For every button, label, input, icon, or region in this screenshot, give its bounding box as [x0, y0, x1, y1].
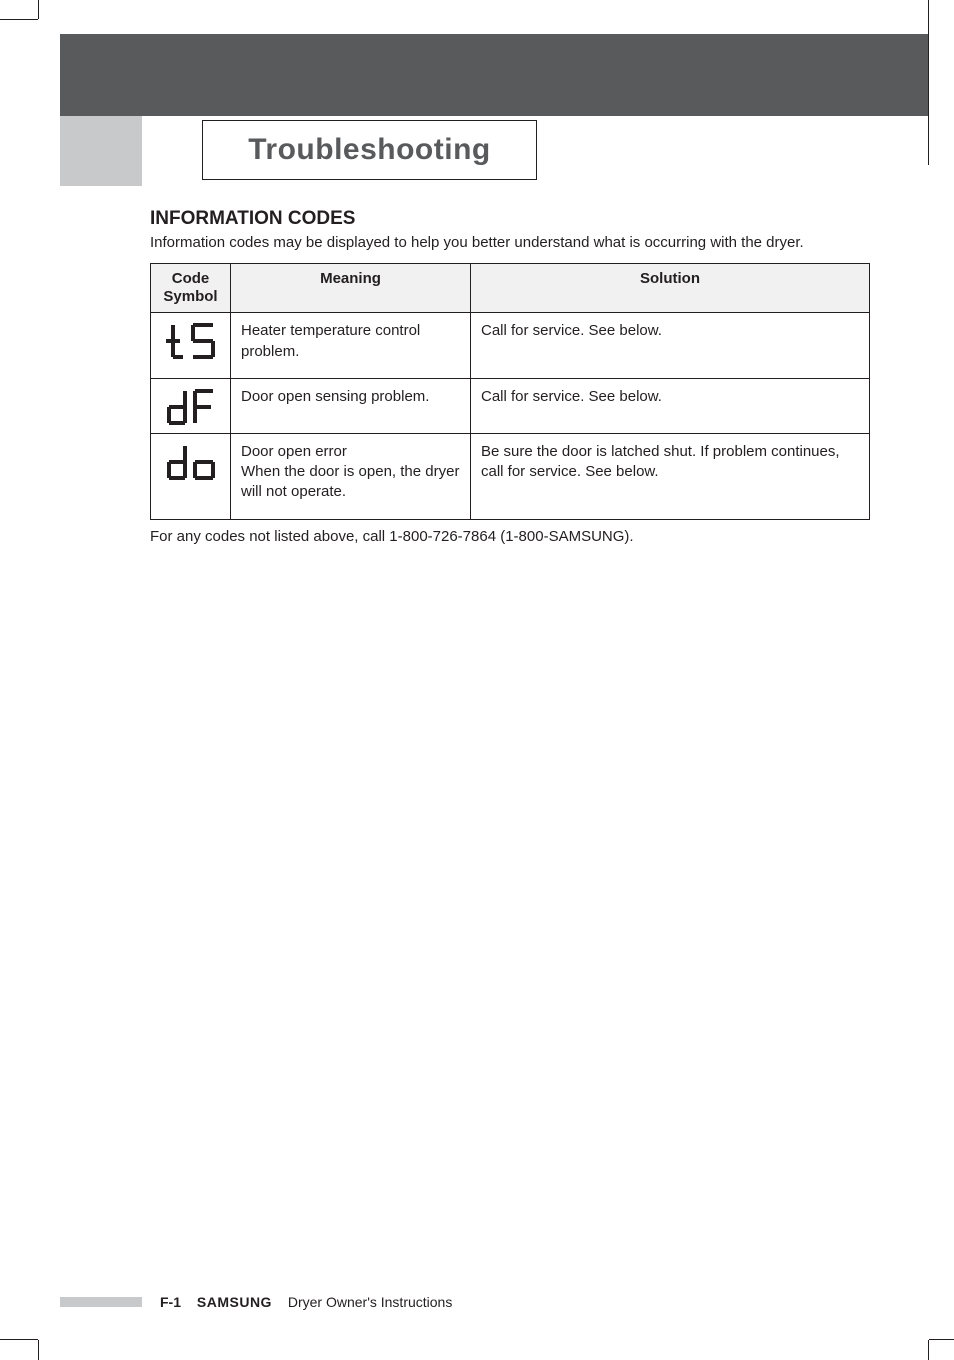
code-solution: Be sure the door is latched shut. If pro…: [471, 433, 870, 519]
seven-segment-do-icon: [163, 442, 219, 482]
section-intro: Information codes may be displayed to he…: [150, 233, 870, 253]
section-heading: INFORMATION CODES: [150, 208, 870, 230]
code-symbol-cell: [151, 433, 231, 519]
header-band: [60, 34, 928, 116]
crop-mark: [929, 1339, 954, 1340]
seven-segment-ts-icon: [163, 321, 219, 361]
table-row: Heater temperature control problem. Call…: [151, 313, 870, 379]
code-solution: Call for service. See below.: [471, 313, 870, 379]
code-meaning: Door open sensing problem.: [231, 378, 471, 433]
code-meaning: Door open errorWhen the door is open, th…: [231, 433, 471, 519]
table-row: Door open errorWhen the door is open, th…: [151, 433, 870, 519]
crop-mark: [0, 19, 38, 20]
page-title: Troubleshooting: [248, 133, 490, 167]
footer-brand: SAMSUNG: [197, 1294, 272, 1310]
page-footer: F-1 SAMSUNG Dryer Owner's Instructions: [60, 1294, 880, 1310]
footer-accent-bar: [60, 1297, 142, 1307]
col-header-label: CodeSymbol: [163, 270, 217, 305]
code-symbol-cell: [151, 313, 231, 379]
col-header-meaning: Meaning: [231, 264, 471, 313]
table-header-row: CodeSymbol Meaning Solution: [151, 264, 870, 313]
table-footnote: For any codes not listed above, call 1-8…: [150, 528, 870, 545]
crop-mark: [928, 1340, 929, 1360]
code-meaning: Heater temperature control problem.: [231, 313, 471, 379]
footer-text: F-1 SAMSUNG Dryer Owner's Instructions: [160, 1294, 452, 1310]
table-row: Door open sensing problem. Call for serv…: [151, 378, 870, 433]
crop-mark: [38, 1340, 39, 1360]
col-header-symbol: CodeSymbol: [151, 264, 231, 313]
manual-page: Troubleshooting INFORMATION CODES Inform…: [0, 0, 954, 1360]
col-header-solution: Solution: [471, 264, 870, 313]
information-codes-table: CodeSymbol Meaning Solution: [150, 263, 870, 519]
page-number: F-1: [160, 1294, 181, 1310]
footer-doc-title: Dryer Owner's Instructions: [288, 1294, 453, 1310]
side-band: [60, 116, 142, 186]
code-solution: Call for service. See below.: [471, 378, 870, 433]
page-title-box: Troubleshooting: [202, 120, 537, 180]
crop-mark: [38, 0, 39, 19]
crop-mark: [0, 1339, 38, 1340]
crop-mark: [928, 0, 929, 165]
content-area: INFORMATION CODES Information codes may …: [150, 208, 870, 545]
code-symbol-cell: [151, 378, 231, 433]
seven-segment-df-icon: [163, 387, 219, 427]
